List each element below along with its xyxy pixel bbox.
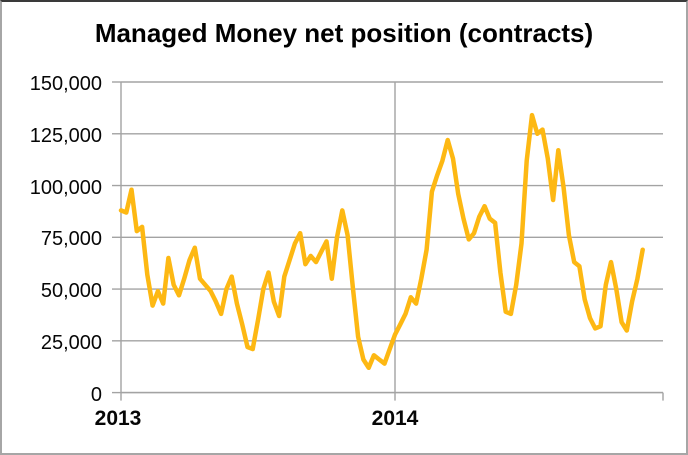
y-axis-tick-label: 125,000 xyxy=(29,124,102,147)
y-axis-tick-label: 75,000 xyxy=(40,228,102,251)
chart-title: Managed Money net position (contracts) xyxy=(94,18,594,48)
y-axis-tick-label: 100,000 xyxy=(29,176,102,199)
x-axis-tick-label-2013: 2013 xyxy=(94,407,142,430)
x-axis-tick-label-2014: 2014 xyxy=(371,407,419,430)
y-axis-tick-label: 50,000 xyxy=(40,280,102,303)
y-axis-tick-label: 150,000 xyxy=(29,73,102,95)
managed-money-line-series xyxy=(118,112,645,371)
y-axis-tick-label: 25,000 xyxy=(40,331,102,354)
y-axis-tick-label: 0 xyxy=(90,383,102,406)
